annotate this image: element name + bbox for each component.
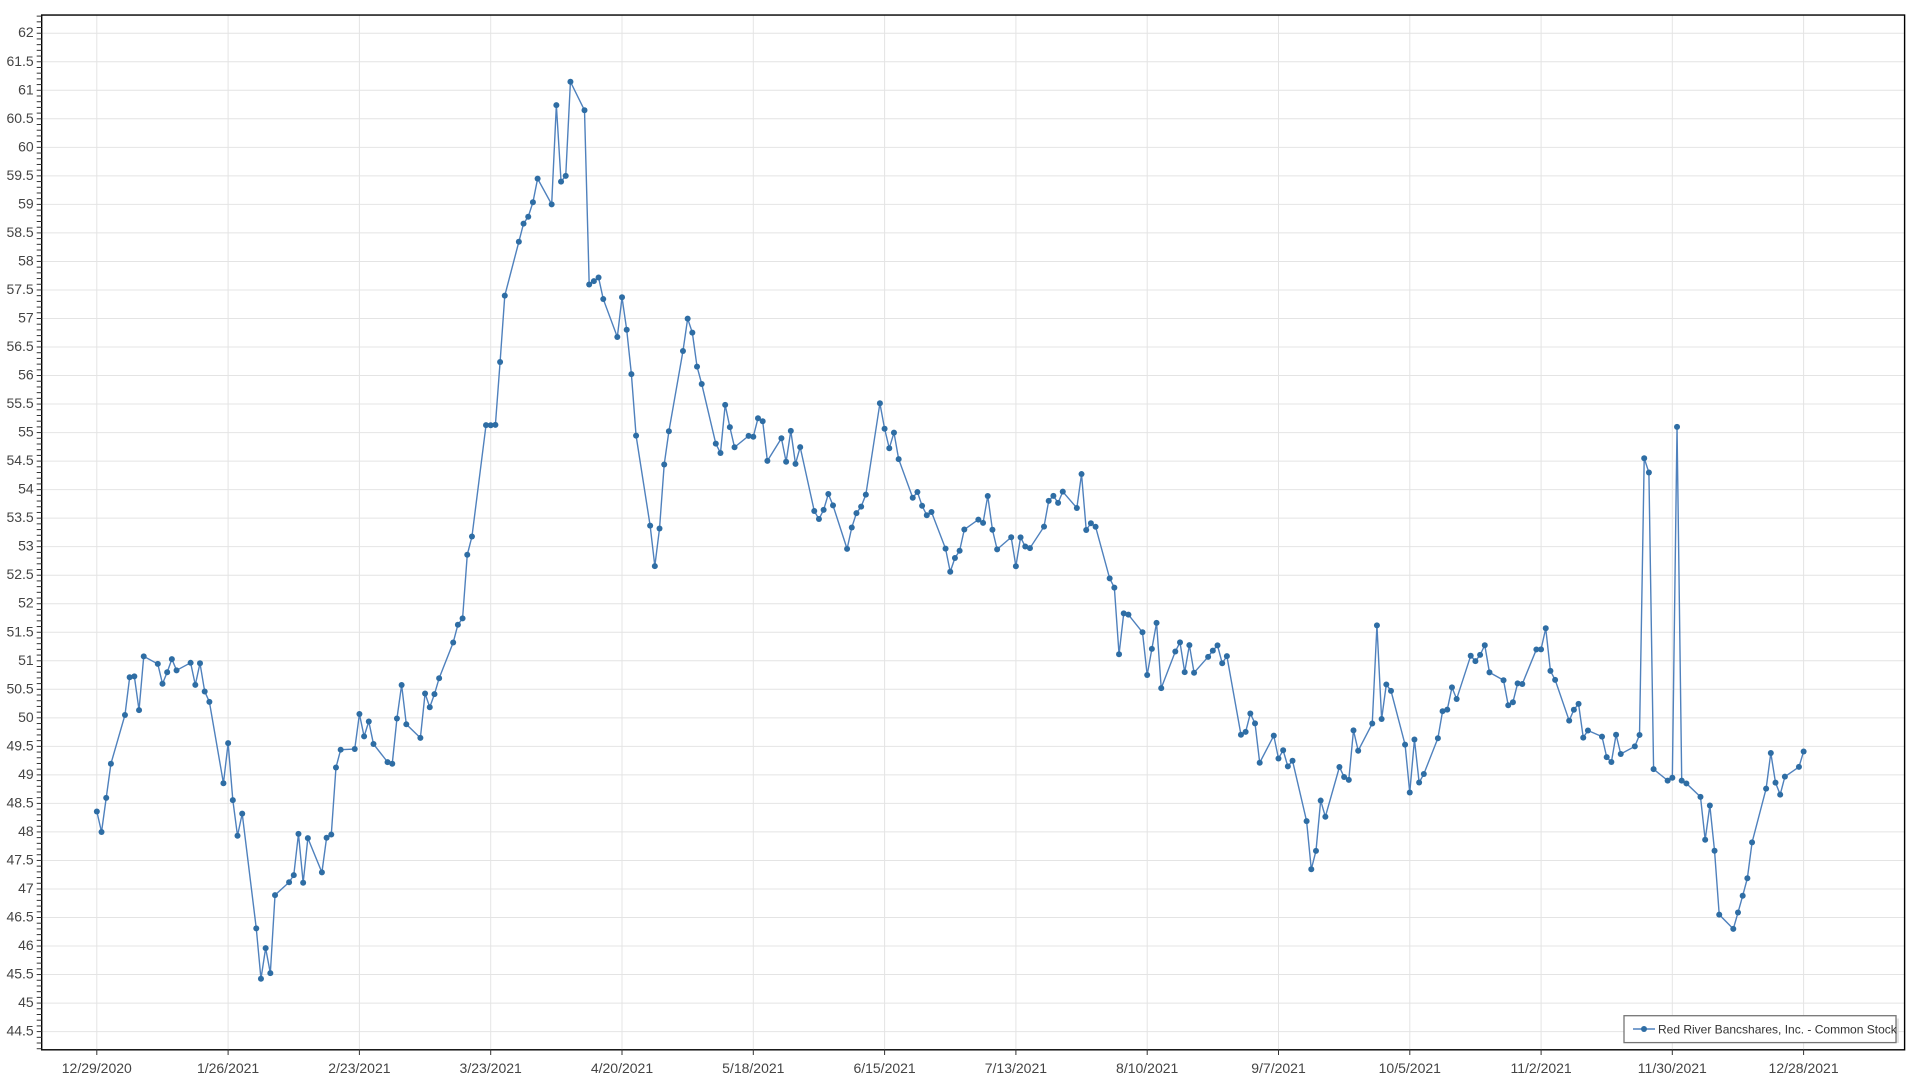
svg-text:57.5: 57.5	[6, 281, 33, 297]
svg-text:1/26/2021: 1/26/2021	[197, 1060, 259, 1076]
svg-text:46.5: 46.5	[6, 909, 33, 925]
svg-text:61.5: 61.5	[6, 53, 33, 69]
svg-text:52: 52	[18, 595, 34, 611]
svg-text:5/18/2021: 5/18/2021	[722, 1060, 784, 1076]
svg-text:47.5: 47.5	[6, 852, 33, 868]
svg-text:11/2/2021: 11/2/2021	[1510, 1060, 1571, 1076]
svg-text:6/15/2021: 6/15/2021	[853, 1060, 915, 1076]
svg-text:48.5: 48.5	[6, 794, 33, 810]
svg-text:46: 46	[18, 937, 34, 953]
svg-text:49: 49	[18, 766, 34, 782]
svg-text:56.5: 56.5	[6, 338, 33, 354]
svg-text:3/23/2021: 3/23/2021	[460, 1060, 522, 1076]
svg-text:4/20/2021: 4/20/2021	[591, 1060, 653, 1076]
svg-text:54: 54	[18, 481, 34, 497]
svg-text:51: 51	[18, 652, 34, 668]
svg-text:12/29/2020: 12/29/2020	[62, 1060, 132, 1076]
svg-text:53: 53	[18, 538, 34, 554]
svg-text:12/28/2021: 12/28/2021	[1769, 1060, 1839, 1076]
svg-text:7/13/2021: 7/13/2021	[985, 1060, 1047, 1076]
svg-text:45: 45	[18, 994, 34, 1010]
svg-text:49.5: 49.5	[6, 737, 33, 753]
svg-text:54.5: 54.5	[6, 452, 33, 468]
svg-text:50.5: 50.5	[6, 680, 33, 696]
svg-text:11/30/2021: 11/30/2021	[1638, 1060, 1707, 1076]
svg-text:44.5: 44.5	[6, 1023, 33, 1039]
svg-text:47: 47	[18, 880, 34, 896]
svg-text:55.5: 55.5	[6, 395, 33, 411]
svg-text:8/10/2021: 8/10/2021	[1116, 1060, 1178, 1076]
svg-text:9/7/2021: 9/7/2021	[1251, 1060, 1306, 1076]
svg-text:51.5: 51.5	[6, 623, 33, 639]
svg-text:48: 48	[18, 823, 34, 839]
svg-text:62: 62	[18, 24, 34, 40]
svg-text:58.5: 58.5	[6, 224, 33, 240]
svg-text:59: 59	[18, 195, 34, 211]
svg-text:52.5: 52.5	[6, 566, 33, 582]
svg-text:2/23/2021: 2/23/2021	[328, 1060, 390, 1076]
svg-text:53.5: 53.5	[6, 509, 33, 525]
svg-text:59.5: 59.5	[6, 167, 33, 183]
svg-text:55: 55	[18, 424, 34, 440]
svg-text:10/5/2021: 10/5/2021	[1379, 1060, 1441, 1076]
svg-text:60: 60	[18, 138, 34, 154]
svg-text:45.5: 45.5	[6, 966, 33, 982]
svg-text:60.5: 60.5	[6, 110, 33, 126]
svg-text:56: 56	[18, 367, 34, 383]
svg-text:58: 58	[18, 252, 34, 268]
svg-text:57: 57	[18, 310, 34, 326]
svg-text:50: 50	[18, 709, 34, 725]
svg-text:Red River Bancshares, Inc. - C: Red River Bancshares, Inc. - Common Stoc…	[1658, 1022, 1898, 1036]
svg-text:61: 61	[18, 81, 34, 97]
